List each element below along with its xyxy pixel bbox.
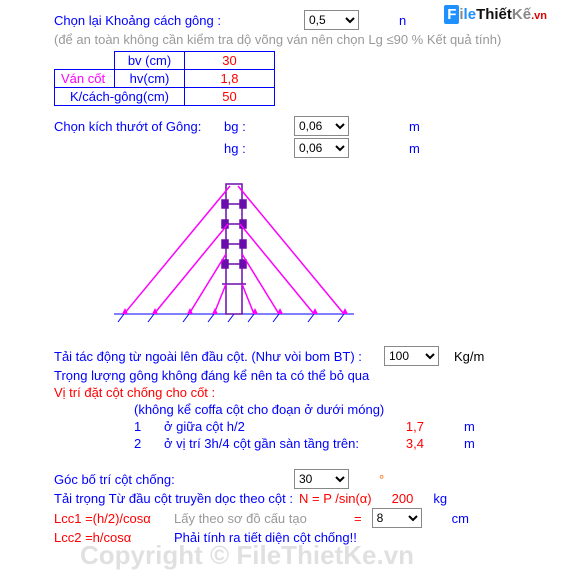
val-2: 3,4 (384, 436, 424, 451)
label-vitri: Vị trí đặt cột chống cho cốt : (54, 385, 215, 400)
note-an-toan: (để an toàn không cần kiểm tra dộ võng v… (54, 32, 501, 47)
label-hg: hg : (224, 141, 264, 156)
cell-kc-val: 50 (185, 88, 275, 106)
cell-kc-hdr: K/cách-gông(cm) (55, 88, 185, 106)
table-van-cot: bv (cm) 30 Ván cốt hv(cm) 1,8 K/cách-gôn… (54, 51, 275, 106)
cell-bv-hdr: bv (cm) (115, 52, 185, 70)
label-chon-lai: Chọn lại Khoảng cách gông : (54, 13, 294, 28)
unit-kgm: Kg/m (454, 349, 484, 364)
unit-2: m (464, 436, 475, 451)
label-bg: bg : (224, 119, 264, 134)
select-lcc1[interactable]: 8 (372, 508, 422, 528)
column-bracing-diagram (104, 174, 364, 334)
label-tai-tac-dong: Tải tác động từ ngoài lên đầu cột. (Như … (54, 349, 384, 364)
label-gong: Chọn kích thướt of Gông: (54, 119, 224, 134)
val-1: 1,7 (384, 419, 424, 434)
idx-2: 2 (134, 436, 164, 451)
txt-lcc1-mid: Lấy theo sơ đồ cấu tạo (174, 511, 334, 526)
select-goc[interactable]: 30 (294, 469, 349, 489)
txt-1: ở giữa cột h/2 (164, 419, 384, 434)
txt-2: ở vị trí 3h/4 cột gần sàn tầng trên: (164, 436, 384, 451)
unit-1: m (464, 419, 475, 434)
txt-lcc2-rhs: Phải tính ra tiết diện cột chống!! (174, 530, 357, 545)
site-logo: FileThiếtKế.vn (444, 6, 547, 23)
eq-n: N = P /sin(α) (299, 491, 372, 506)
note-khong-ke: (không kể coffa cột cho đoạn ở dưới móng… (134, 402, 384, 417)
select-tai[interactable]: 100 (384, 346, 439, 366)
cell-hv-hdr: hv(cm) (115, 70, 185, 88)
unit-n: n (399, 13, 406, 28)
label-goc: Góc bố trí cột chống: (54, 472, 254, 487)
unit-cm: cm (452, 511, 469, 526)
select-khoang-cach[interactable]: 0,5 (304, 10, 359, 30)
idx-1: 1 (134, 419, 164, 434)
label-trong-luong: Trọng lượng gông không đáng kể nên ta có… (54, 368, 369, 383)
select-hg[interactable]: 0,06 (294, 138, 349, 158)
cell-bv-val: 30 (185, 52, 275, 70)
cell-van-cot: Ván cốt (55, 70, 115, 88)
unit-kg: kg (433, 491, 447, 506)
select-bg[interactable]: 0,06 (294, 116, 349, 136)
val-n: 200 (392, 491, 414, 506)
unit-hg: m (409, 141, 420, 156)
cell-hv-val: 1,8 (185, 70, 275, 88)
label-tai-truyen: Tải trọng Từ đầu cột truyền dọc theo cột… (54, 491, 293, 506)
unit-bg: m (409, 119, 420, 134)
unit-deg: ° (379, 472, 384, 487)
eq-lcc2: Lcc2 =h/cosα (54, 530, 174, 545)
eq-lcc1: Lcc1 =(h/2)/cosα (54, 511, 174, 526)
